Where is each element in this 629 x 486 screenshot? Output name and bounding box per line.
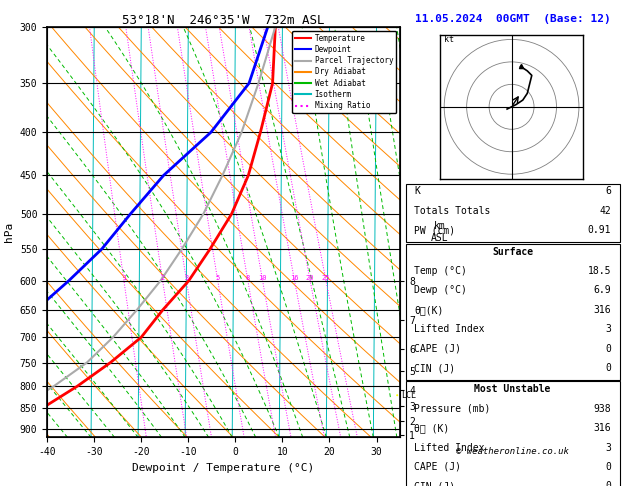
Text: θᴄ(K): θᴄ(K) bbox=[415, 305, 443, 315]
Text: 3: 3 bbox=[605, 443, 611, 452]
Text: 0: 0 bbox=[605, 363, 611, 373]
Text: Surface: Surface bbox=[492, 246, 533, 257]
Text: PW (cm): PW (cm) bbox=[415, 225, 455, 235]
Text: CAPE (J): CAPE (J) bbox=[415, 344, 461, 354]
Text: K: K bbox=[415, 187, 420, 196]
Text: 20: 20 bbox=[306, 275, 314, 281]
Text: 2: 2 bbox=[160, 275, 165, 281]
Bar bbox=[406, 185, 620, 242]
Text: Dewp (°C): Dewp (°C) bbox=[415, 285, 467, 295]
Text: 1: 1 bbox=[122, 275, 126, 281]
Text: CIN (J): CIN (J) bbox=[415, 363, 455, 373]
Text: 18.5: 18.5 bbox=[587, 266, 611, 276]
Text: LCL: LCL bbox=[401, 391, 416, 399]
Text: 5: 5 bbox=[216, 275, 220, 281]
Text: Lifted Index: Lifted Index bbox=[415, 324, 485, 334]
Text: 0: 0 bbox=[605, 344, 611, 354]
Y-axis label: km
ASL: km ASL bbox=[431, 221, 448, 243]
Text: 316: 316 bbox=[593, 305, 611, 315]
Text: 6.9: 6.9 bbox=[593, 285, 611, 295]
Text: CIN (J): CIN (J) bbox=[415, 481, 455, 486]
Text: 316: 316 bbox=[593, 423, 611, 433]
Text: 16: 16 bbox=[291, 275, 299, 281]
Bar bbox=[406, 382, 620, 486]
X-axis label: Dewpoint / Temperature (°C): Dewpoint / Temperature (°C) bbox=[133, 463, 314, 473]
Text: 0: 0 bbox=[605, 481, 611, 486]
Text: Pressure (mb): Pressure (mb) bbox=[415, 404, 491, 414]
Text: 3: 3 bbox=[605, 324, 611, 334]
Text: 3: 3 bbox=[184, 275, 189, 281]
Text: 11.05.2024  00GMT  (Base: 12): 11.05.2024 00GMT (Base: 12) bbox=[415, 14, 611, 24]
Legend: Temperature, Dewpoint, Parcel Trajectory, Dry Adiabat, Wet Adiabat, Isotherm, Mi: Temperature, Dewpoint, Parcel Trajectory… bbox=[292, 31, 396, 113]
Text: Totals Totals: Totals Totals bbox=[415, 206, 491, 216]
Y-axis label: hPa: hPa bbox=[4, 222, 14, 242]
Bar bbox=[406, 243, 620, 380]
Text: Lifted Index: Lifted Index bbox=[415, 443, 485, 452]
Text: 938: 938 bbox=[593, 404, 611, 414]
Text: 10: 10 bbox=[259, 275, 267, 281]
Text: 25: 25 bbox=[322, 275, 330, 281]
Title: 53°18'N  246°35'W  732m ASL: 53°18'N 246°35'W 732m ASL bbox=[123, 14, 325, 27]
Text: θᴄ (K): θᴄ (K) bbox=[415, 423, 450, 433]
Text: 0: 0 bbox=[605, 462, 611, 472]
Text: © weatheronline.co.uk: © weatheronline.co.uk bbox=[456, 447, 569, 456]
Text: kt: kt bbox=[444, 35, 454, 44]
Text: 42: 42 bbox=[599, 206, 611, 216]
Text: CAPE (J): CAPE (J) bbox=[415, 462, 461, 472]
Text: 6: 6 bbox=[605, 187, 611, 196]
Text: 8: 8 bbox=[246, 275, 250, 281]
Text: Most Unstable: Most Unstable bbox=[474, 384, 551, 394]
Text: 0.91: 0.91 bbox=[587, 225, 611, 235]
Text: Temp (°C): Temp (°C) bbox=[415, 266, 467, 276]
